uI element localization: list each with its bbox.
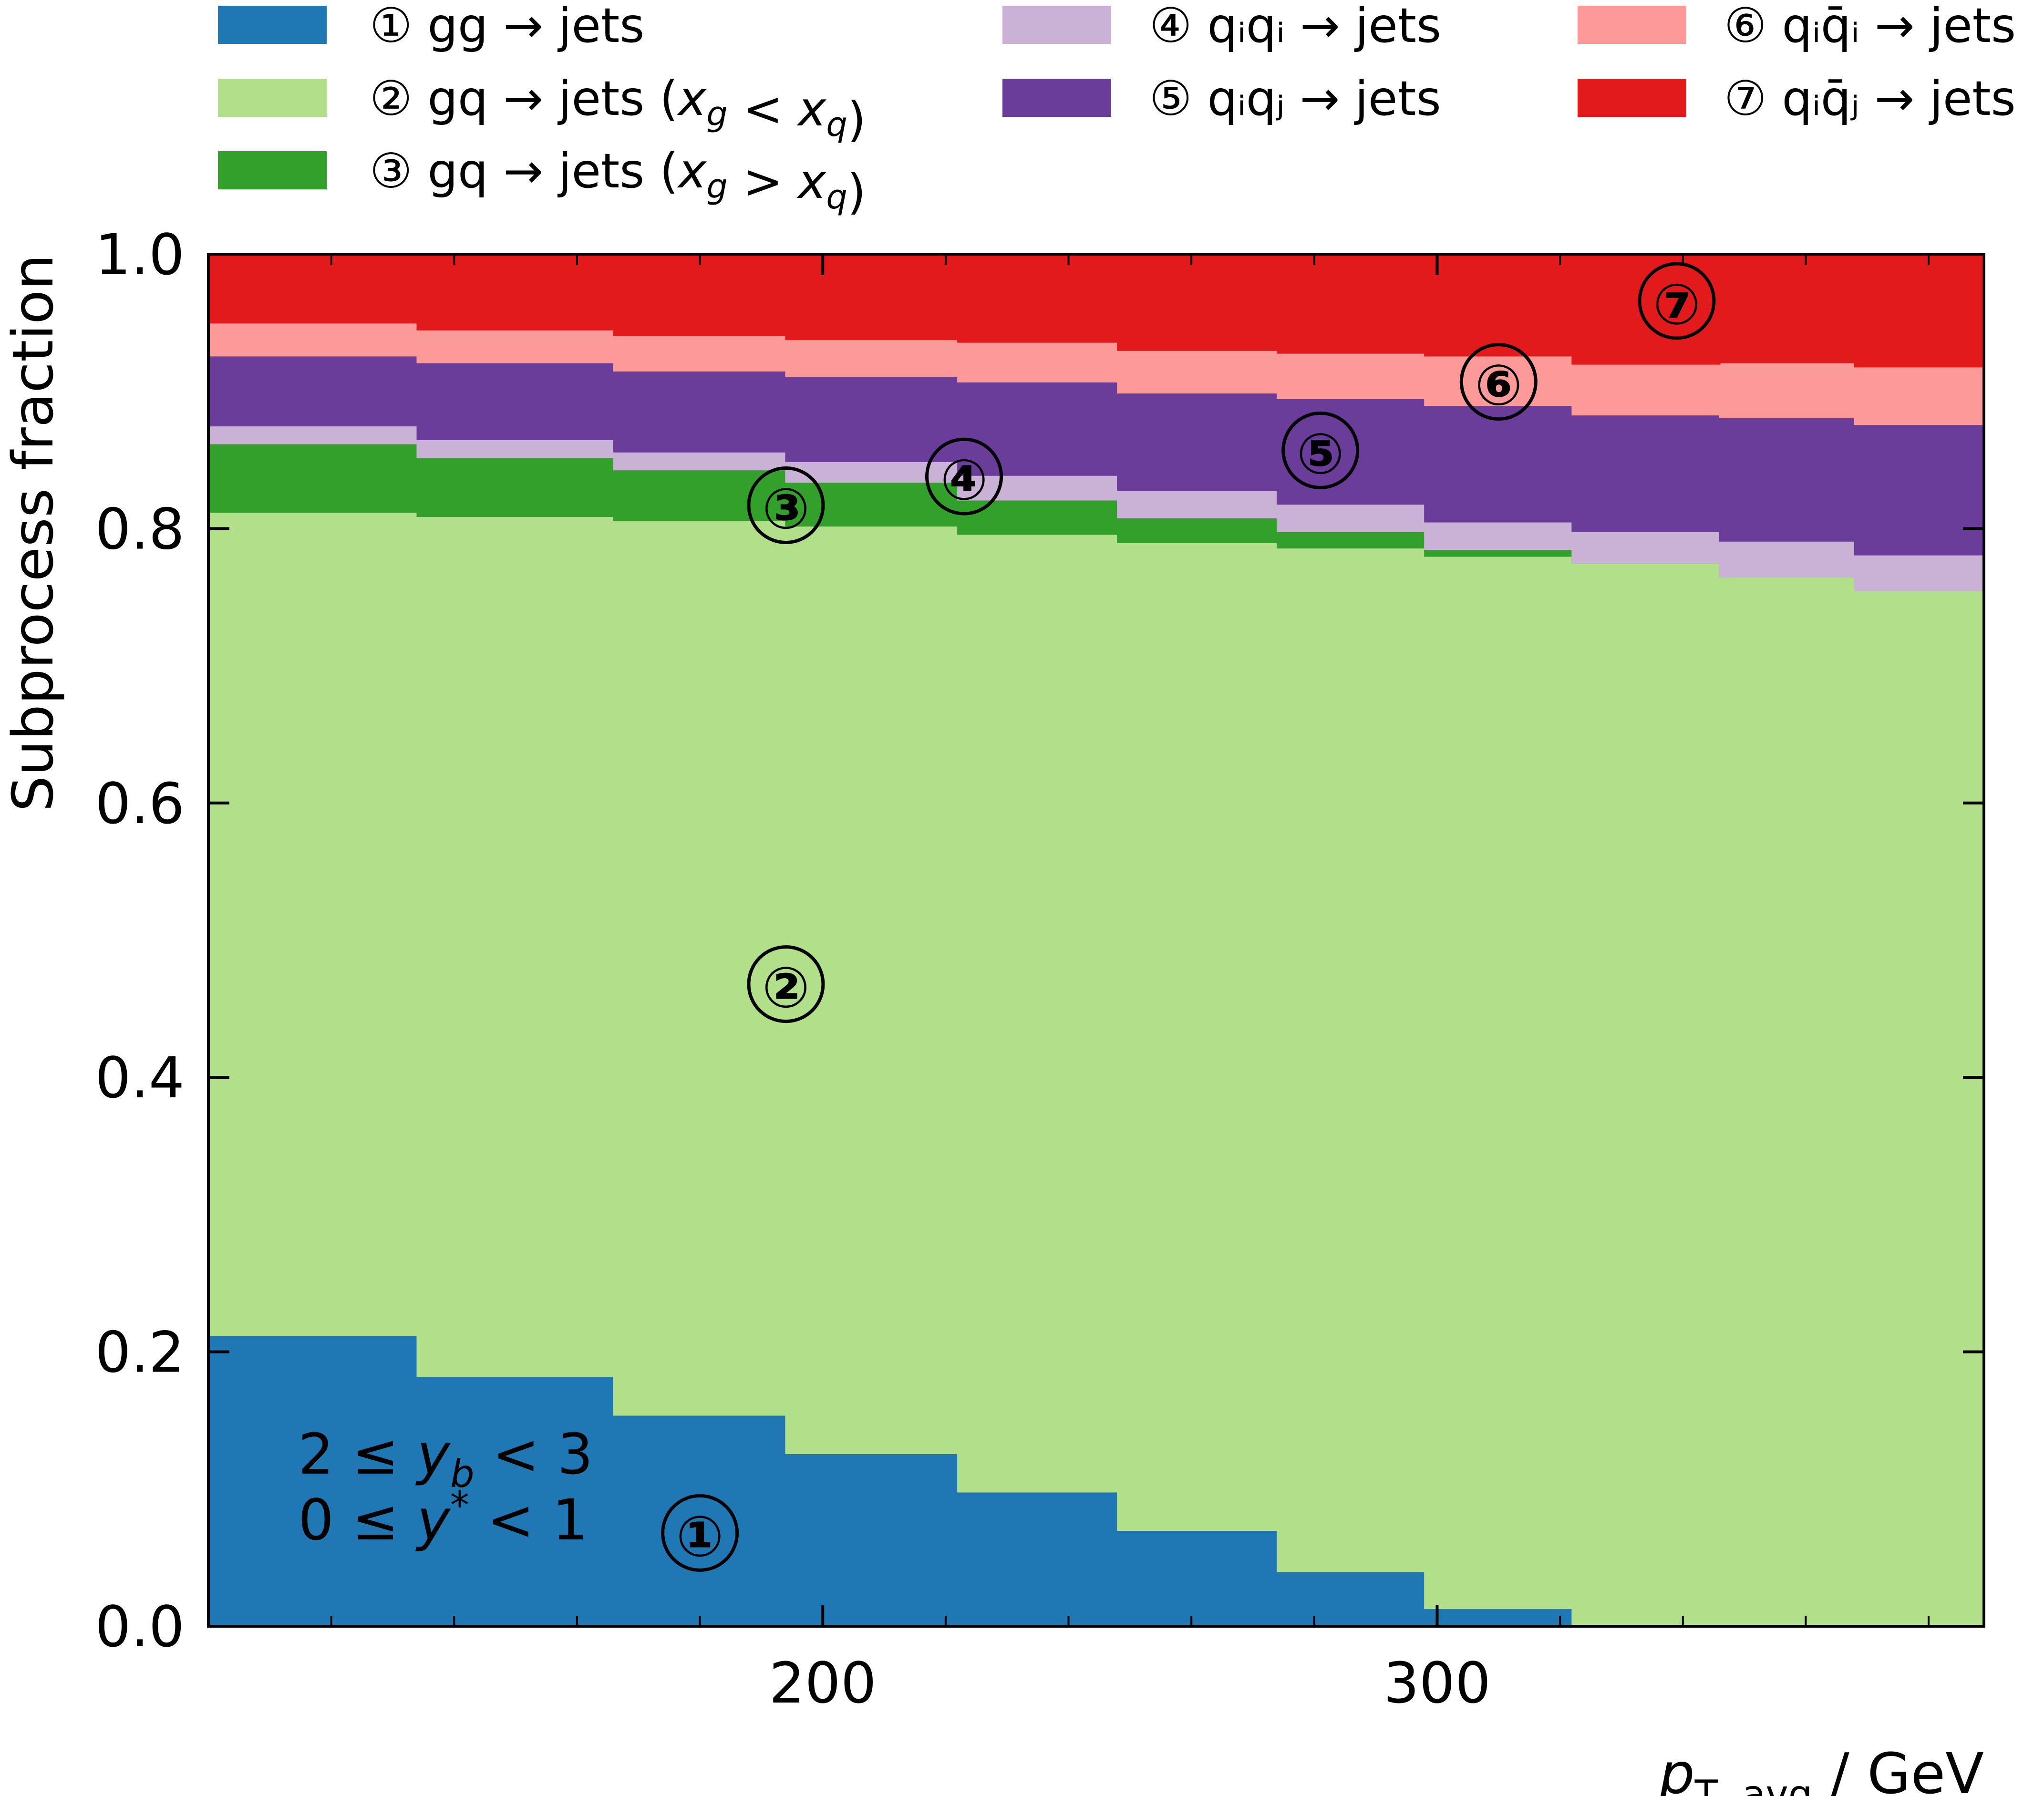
y-tick-label: 0.4 — [95, 1045, 185, 1111]
x-tick-label: 200 — [769, 1650, 877, 1716]
legend-swatch-q-q-jets — [1578, 79, 1686, 117]
annotation-circle — [747, 466, 825, 544]
stacked-areas — [207, 253, 1985, 1627]
y-tick-label: 0.0 — [95, 1594, 185, 1660]
annotation-circle — [925, 437, 1003, 516]
legend: ① gg → jets ② gq → jets (xg < xq)③ gq → j… — [218, 0, 2016, 220]
annotation-circle — [1281, 411, 1360, 489]
legend-label-gq-jets-x-g-x-q: ③ gq → jets (xg > xq) — [370, 143, 866, 220]
y-tick-label: 1.0 — [95, 222, 185, 288]
legend-swatch-gq-jets-x-g-x-q — [218, 151, 327, 189]
annotation-marker: ⑦ — [1653, 271, 1701, 337]
legend-label-gg-jets: ① gg → jets — [370, 0, 644, 53]
region-annotations: 2 ≤ yb < 30 ≤ y* < 1 ① ② ③ ④ ⑤ ⑥ ⑦ — [298, 262, 1716, 1572]
annotation-marker: ⑥ — [1475, 352, 1522, 418]
annotation-marker: ① — [676, 1503, 724, 1569]
legend-label-gq-jets-x-g-x-q: ② gq → jets (xg < xq) — [370, 71, 866, 147]
axes: 0.0 0.2 0.4 0.6 0.8 1.0 200 300 Subprocess fract… — [0, 222, 1985, 1796]
region-label-line: 0 ≤ y* < 1 — [298, 1483, 588, 1553]
legend-swatch-q-q-jets — [1002, 6, 1111, 44]
annotation-circle — [1459, 343, 1538, 421]
y-tick-label: 0.2 — [95, 1320, 185, 1385]
region-label-line: 2 ≤ yb < 3 — [298, 1421, 593, 1496]
legend-swatch-gq-jets-x-g-x-q — [218, 79, 327, 117]
legend-label-q-q-jets: ⑤ qᵢqⱼ → jets — [1149, 71, 1441, 126]
legend-swatch-q-q-jets — [1002, 79, 1111, 117]
annotation-circle — [661, 1494, 739, 1572]
annotation-marker: ③ — [762, 475, 810, 541]
legend-label-q-q-jets: ⑦ qᵢq̄ⱼ → jets — [1724, 71, 2016, 126]
annotation-marker: ④ — [940, 447, 988, 513]
legend-label-q-q-jets: ⑥ qᵢq̄ᵢ → jets — [1724, 0, 2016, 53]
y-tick-label: 0.6 — [95, 771, 185, 836]
legend-label-q-q-jets: ④ qᵢqᵢ → jets — [1149, 0, 1441, 53]
y-tick-label: 0.8 — [95, 496, 185, 562]
annotation-circle — [747, 945, 825, 1023]
y-axis-label: Subprocess fraction — [0, 254, 66, 812]
legend-swatch-q-q-jets — [1578, 6, 1686, 44]
legend-swatch-gg-jets — [218, 6, 327, 44]
x-axis-label: pT, avg / GeV — [1659, 1741, 1984, 1796]
annotation-circle — [1638, 262, 1716, 340]
plot-frame — [207, 253, 1985, 1628]
annotation-marker: ⑤ — [1297, 421, 1344, 486]
annotation-marker: ② — [762, 955, 810, 1021]
x-tick-label: 300 — [1383, 1650, 1491, 1716]
